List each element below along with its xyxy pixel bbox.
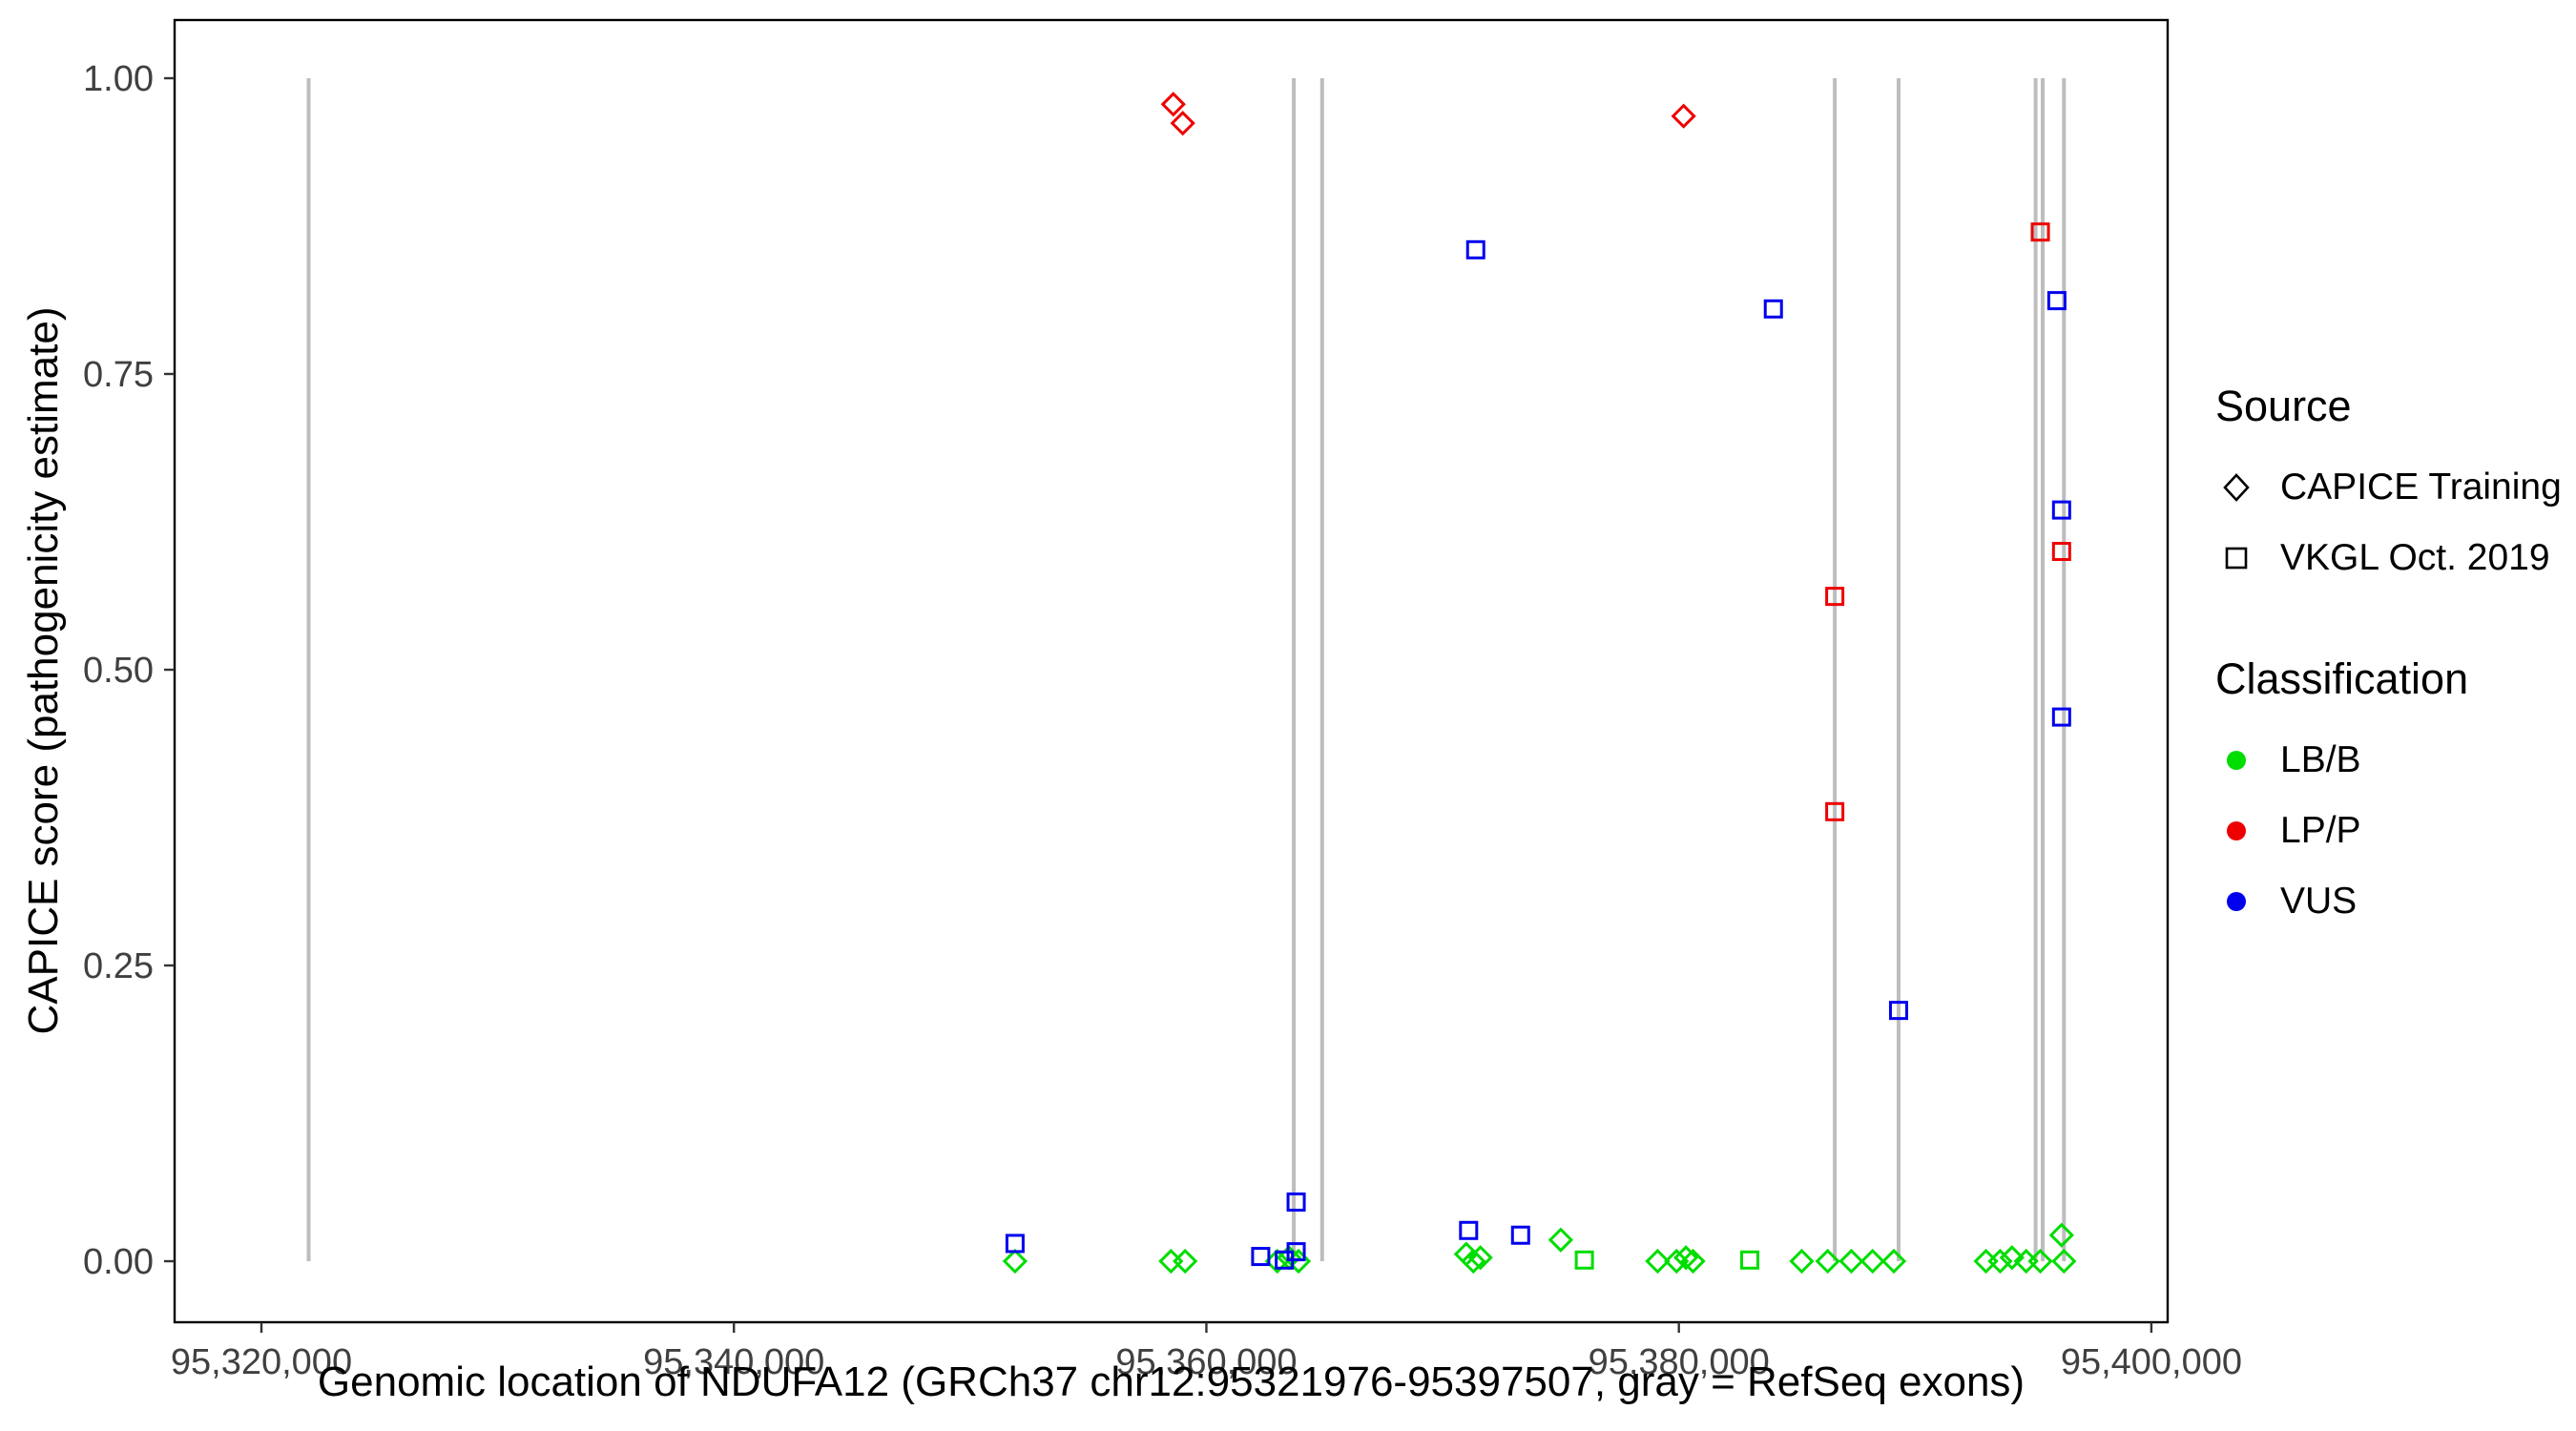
data-point-square [1825,801,1845,821]
y-tick-label: 0.75 [83,355,154,395]
data-point-diamond [1815,1248,1840,1275]
data-point-square [1459,1220,1479,1240]
legend-item-capice-training: CAPICE Training [2215,452,2562,523]
y-tick-label: 0.25 [83,946,154,986]
y-tick-label: 0.00 [83,1242,154,1282]
legend-item-vus: VUS [2215,866,2562,937]
data-point-square [2046,291,2067,311]
data-point-diamond [1859,1248,1885,1275]
data-point-square [1275,1250,1295,1270]
data-point-diamond [1839,1248,1864,1275]
data-point-diamond [2027,1248,2053,1275]
plot-panel [175,20,2168,1322]
data-point-diamond [1999,1245,2025,1271]
legend-item-label: VUS [2280,881,2358,922]
panel-border [173,18,2170,1324]
x-axis-title: Genomic location of NDUFA12 (GRCh37 chr1… [317,1358,2025,1405]
data-point-square [1286,1192,1306,1213]
data-point-diamond [2051,1248,2077,1275]
x-tick-label: 95,340,000 [643,1342,824,1382]
x-tick-label: 95,320,000 [171,1342,352,1382]
legend-item-lpp: LP/P [2215,796,2562,866]
data-point-diamond [1548,1227,1573,1253]
data-point-square [2051,542,2071,562]
data-point-diamond [1671,103,1696,129]
data-point-diamond [1160,92,1186,117]
data-point-diamond [2048,1222,2074,1248]
legend-item-lbb: LB/B [2215,725,2562,796]
data-point-square [1510,1225,1530,1245]
data-point-square [2051,707,2071,727]
diamond-icon [2223,473,2250,502]
data-point-square [2051,500,2071,520]
data-point-diamond [1173,1248,1198,1275]
data-point-square [1763,299,1783,319]
x-tick-label: 95,380,000 [1589,1342,1770,1382]
data-point-square [1574,1250,1594,1270]
data-point-diamond [1880,1248,1907,1275]
data-point-diamond [1789,1248,1815,1275]
legend-item-label: LP/P [2280,810,2361,851]
green-dot-icon [2227,751,2246,770]
data-point-diamond [1467,1245,1493,1271]
y-tick-label: 0.50 [83,651,154,691]
blue-dot-icon [2227,892,2246,911]
square-icon [2225,547,2248,570]
data-point-square [1739,1250,1759,1270]
data-point-diamond [1170,111,1195,136]
data-point-diamond [1002,1248,1028,1275]
data-point-square [1465,239,1485,259]
data-point-diamond [1987,1248,2013,1275]
data-point-square [1005,1234,1025,1254]
data-point-diamond [1461,1248,1486,1275]
y-axis-title: CAPICE score (pathogenicity estimate) [20,306,67,1035]
data-point-square [1251,1247,1271,1267]
legend: Source CAPICE Training VKGL Oct. 2019 Cl… [2215,382,2562,937]
data-point-square [1825,587,1845,607]
x-tick-label: 95,360,000 [1115,1342,1297,1382]
legend-item-label: VKGL Oct. 2019 [2280,537,2550,578]
data-point-square [1888,1001,1908,1021]
data-point-diamond [1672,1245,1699,1271]
legend-classification-title: Classification [2215,654,2469,703]
data-point-diamond [1645,1248,1671,1275]
x-tick-label: 95,400,000 [2061,1342,2242,1382]
y-tick-label: 1.00 [83,59,154,99]
data-point-diamond [1664,1248,1690,1275]
legend-item-vkgl: VKGL Oct. 2019 [2215,523,2562,593]
data-point-square [2030,222,2050,242]
legend-item-label: CAPICE Training [2280,467,2562,508]
legend-source-title: Source [2215,382,2352,430]
legend-source-block: Source CAPICE Training VKGL Oct. 2019 [2215,382,2562,593]
data-point-diamond [1680,1248,1706,1275]
legend-item-label: LB/B [2280,739,2361,780]
legend-classification-block: Classification LB/B LP/P VUS [2215,654,2562,937]
red-dot-icon [2227,821,2246,840]
